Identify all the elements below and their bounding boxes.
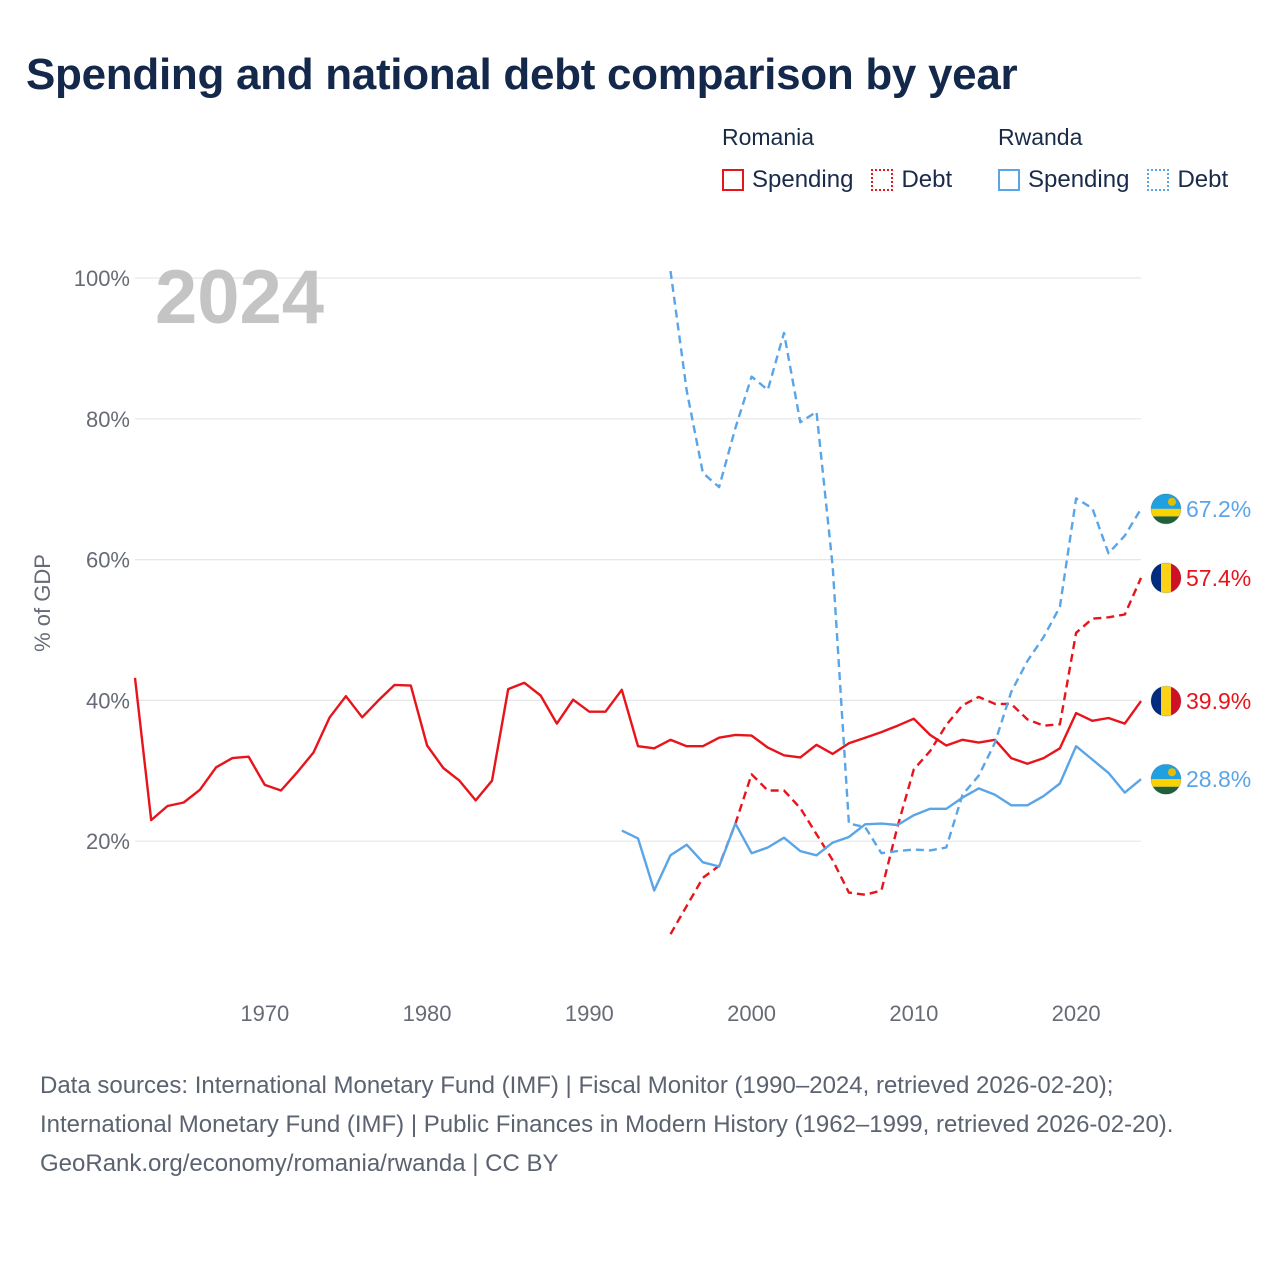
x-tick-label: 1980 [403, 1001, 452, 1026]
legend-group-rwanda: Rwanda [998, 124, 1083, 150]
legend-rwanda: Rwanda Spending Debt [998, 124, 1246, 194]
y-axis-label: % of GDP [30, 554, 55, 652]
legend-group-romania: Romania [722, 124, 815, 150]
legend-item-rwanda-debt[interactable]: Debt [1147, 166, 1228, 194]
y-axis-ticks: 20% 40% 60% 80% 100% [74, 266, 130, 854]
legend-item-rwanda-spending[interactable]: Spending [998, 166, 1129, 194]
end-marker-rwanda-spending: 28.8% [1150, 763, 1251, 795]
y-tick-label: 60% [86, 548, 130, 573]
grid-lines [135, 277, 1141, 842]
end-label-rwanda-debt: 67.2% [1186, 496, 1251, 522]
footer: Data sources: International Monetary Fun… [40, 1066, 1240, 1183]
legend-item-romania-debt[interactable]: Debt [871, 166, 952, 194]
legend-label-rwanda-debt: Debt [1177, 166, 1229, 193]
x-tick-label: 1970 [240, 1001, 289, 1026]
series-line-rwanda-spending[interactable] [621, 745, 1142, 892]
line-chart: 20% 40% 60% 80% 100% 1970 1980 1990 2000 2010 202… [30, 255, 1251, 1026]
legend-label-romania-spending: Spending [752, 166, 854, 193]
x-axis-ticks: 1970 1980 1990 2000 2010 2020 [240, 1001, 1100, 1026]
chart-title: Spending and national debt comparison by… [26, 50, 1018, 99]
legend-swatch-romania-spending [722, 169, 744, 191]
legend-romania: Romania Spending Debt [722, 124, 970, 194]
footer-credit[interactable]: GeoRank.org/economy/romania/rwanda | CC … [40, 1150, 559, 1177]
end-marker-rwanda-debt: 67.2% [1150, 493, 1251, 525]
end-markers: 39.9% 57.4% 28.8% 67.2% [1150, 493, 1251, 795]
y-tick-label: 40% [86, 688, 130, 713]
legend-swatch-rwanda-spending [998, 169, 1020, 191]
series-line-romania-spending[interactable] [133, 677, 1142, 822]
end-label-rwanda-spending: 28.8% [1186, 766, 1251, 792]
romania-flag-icon [1151, 562, 1181, 593]
rwanda-flag-icon [1151, 764, 1181, 795]
end-label-romania-spending: 39.9% [1186, 688, 1251, 714]
series-line-rwanda-debt[interactable] [669, 270, 1143, 855]
x-tick-label: 2020 [1052, 1001, 1101, 1026]
footer-sources: Data sources: International Monetary Fun… [40, 1072, 1174, 1138]
legend-swatch-romania-debt [871, 169, 894, 191]
x-tick-label: 2010 [889, 1001, 938, 1026]
legend-label-romania-debt: Debt [901, 166, 953, 193]
legend-label-rwanda-spending: Spending [1028, 166, 1130, 193]
rwanda-flag-icon [1151, 493, 1181, 524]
romania-flag-icon [1151, 686, 1181, 717]
y-tick-label: 80% [86, 407, 130, 432]
series-lines [133, 270, 1143, 935]
x-tick-label: 2000 [727, 1001, 776, 1026]
legend-item-romania-spending[interactable]: Spending [722, 166, 853, 194]
y-tick-label: 100% [74, 266, 130, 291]
end-marker-romania-spending: 39.9% [1150, 685, 1251, 717]
year-watermark: 2024 [155, 255, 324, 340]
y-tick-label: 20% [86, 829, 130, 854]
legend-swatch-rwanda-debt [1147, 169, 1170, 191]
end-label-romania-debt: 57.4% [1186, 565, 1251, 591]
end-marker-romania-debt: 57.4% [1150, 562, 1251, 594]
x-tick-label: 1990 [565, 1001, 614, 1026]
series-line-romania-debt[interactable] [669, 577, 1143, 935]
